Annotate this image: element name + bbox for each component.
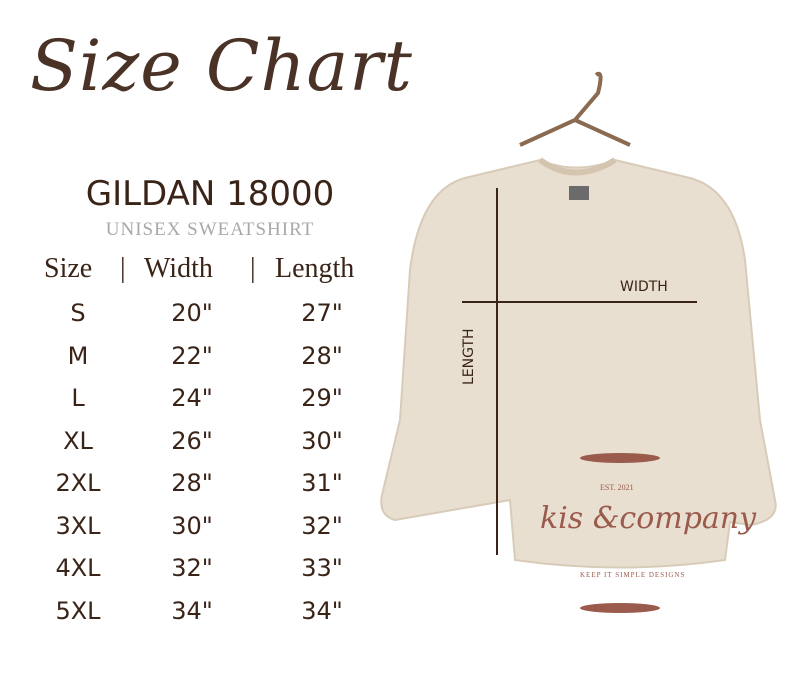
cell-size: XL: [63, 426, 93, 455]
table-row: 2XL 28" 31": [0, 470, 420, 510]
header-length: Length: [275, 253, 355, 284]
length-label: LENGTH: [461, 328, 477, 385]
cell-length: 32": [301, 511, 343, 540]
table-row: 3XL 30" 32": [0, 511, 420, 553]
hanger-icon: [519, 71, 631, 147]
page-title: Size Chart: [30, 25, 413, 107]
subtitle: UNISEX SWEATSHIRT: [105, 219, 315, 240]
cell-length: 28": [301, 341, 343, 370]
cell-size: M: [67, 341, 89, 370]
cell-width: 28": [171, 469, 213, 497]
cell-width: 22": [171, 341, 213, 370]
model-name: GILDAN 18000: [85, 174, 335, 214]
cell-size: 3XL: [55, 511, 101, 540]
table-row: 4XL 32" 33": [0, 555, 420, 595]
cell-size: 4XL: [55, 554, 101, 582]
cell-width: 30": [171, 511, 213, 540]
cell-length: 29": [301, 384, 343, 412]
cell-size: S: [70, 299, 86, 327]
width-label: WIDTH: [620, 279, 668, 295]
table-row: XL 26" 30": [0, 426, 420, 468]
cell-width: 34": [171, 596, 213, 625]
header-divider: |: [120, 253, 126, 284]
cell-length: 33": [301, 554, 343, 582]
table-row: S 20" 27": [0, 300, 420, 340]
cell-size: 5XL: [55, 596, 101, 625]
logo-wreath: [580, 453, 660, 613]
header-size: Size: [44, 253, 93, 284]
logo-name: kis &company: [540, 501, 757, 536]
cell-length: 27": [301, 299, 343, 327]
cell-length: 34": [301, 596, 343, 625]
cell-width: 20": [171, 299, 213, 327]
header-divider: |: [250, 253, 256, 284]
logo-est: EST. 2021: [600, 483, 634, 492]
cell-length: 31": [301, 469, 343, 497]
neck-tag: [569, 186, 589, 200]
sweatshirt: [380, 158, 777, 569]
header-width: Width: [144, 253, 213, 284]
table-row: 5XL 34" 34": [0, 596, 420, 638]
cell-length: 30": [301, 426, 343, 455]
cell-width: 26": [171, 426, 213, 455]
cell-size: 2XL: [55, 469, 101, 497]
cell-size: L: [71, 384, 85, 412]
cell-width: 32": [171, 554, 213, 582]
cell-width: 24": [171, 384, 213, 412]
table-row: L 24" 29": [0, 385, 420, 425]
logo-tagline: KEEP IT SIMPLE DESIGNS: [580, 571, 686, 579]
table-row: M 22" 28": [0, 341, 420, 383]
